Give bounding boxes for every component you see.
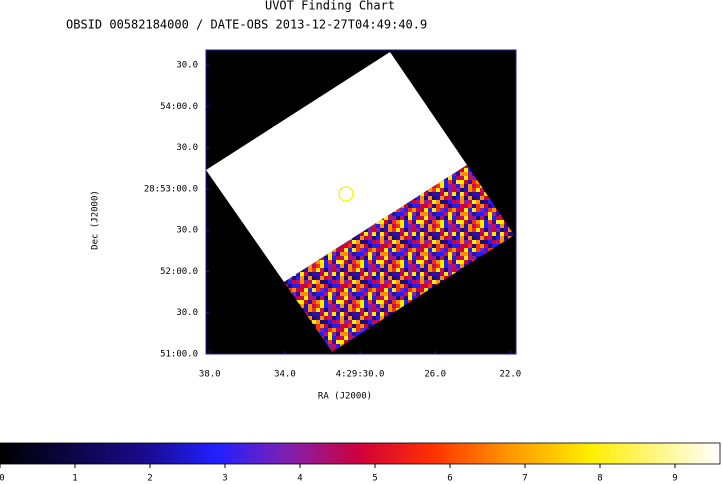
colorbar-tick-label: 4: [297, 474, 302, 484]
y-tick-label: 30.0: [176, 226, 198, 236]
colorbar-tick-label: 2: [147, 474, 152, 484]
colorbar-tick-label: 9: [672, 474, 677, 484]
colorbar-tick-label: 5: [372, 474, 377, 484]
x-axis-label: RA (J2000): [318, 392, 372, 402]
colorbar-tick-label: 0: [0, 474, 5, 484]
source-marker: [338, 186, 354, 202]
y-axis-label: Dec (J2000): [91, 190, 101, 250]
y-tick-label: 28:53:00.0: [144, 184, 198, 194]
y-tick-label: 54:00.0: [160, 102, 198, 112]
x-tick-label: 22.0: [500, 370, 522, 380]
chart-subtitle: OBSID 00582184000 / DATE-OBS 2013-12-27T…: [66, 18, 427, 32]
x-tick-label: 38.0: [199, 370, 221, 380]
y-tick-label: 30.0: [176, 308, 198, 318]
exposure-saturated: [206, 52, 467, 282]
exposure-image: [284, 165, 514, 352]
chart-title: UVOT Finding Chart: [265, 0, 395, 13]
y-tick-label: 30.0: [176, 61, 198, 71]
colorbar-tick-label: 3: [222, 474, 227, 484]
colorbar: [0, 442, 721, 465]
x-tick-label: 34.0: [274, 370, 296, 380]
colorbar-tick-label: 7: [522, 474, 527, 484]
y-tick-label: 51:00.0: [160, 350, 198, 360]
colorbar-tick-label: 1: [72, 474, 77, 484]
x-tick-label: 26.0: [424, 370, 446, 380]
y-tick-label: 52:00.0: [160, 267, 198, 277]
y-tick-label: 30.0: [176, 143, 198, 153]
colorbar-tick-label: 8: [597, 474, 602, 484]
x-tick-label: 4:29:30.0: [336, 370, 385, 380]
colorbar-tick-label: 6: [447, 474, 452, 484]
